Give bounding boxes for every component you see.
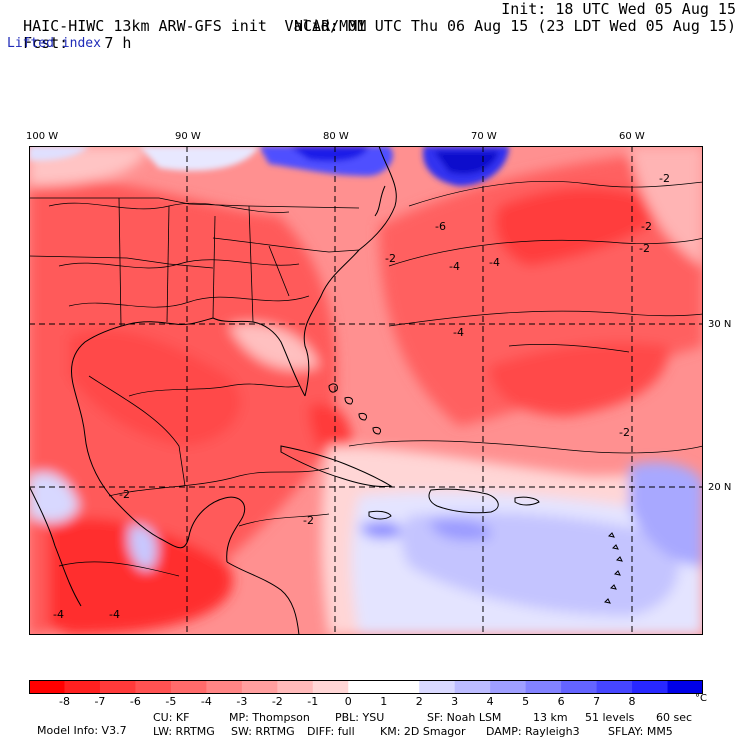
time-step: 60 sec <box>656 711 693 724</box>
pbl-scheme: PBL: YSU <box>335 711 385 724</box>
colorbar-tick-label: 8 <box>628 695 636 708</box>
sw-scheme: SW: RRTMG <box>231 725 295 738</box>
contour-label-group: -2 -4 -2 -4 -2 -2 -2 -4 -4 -2 -4 -6 -2 <box>53 172 670 621</box>
mp-scheme: MP: Thompson <box>229 711 310 724</box>
contour-label: -2 <box>641 220 652 233</box>
field-shading <box>29 146 703 635</box>
model-version: Model Info: V3.7 <box>37 724 127 737</box>
colorbar-tick-label: -1 <box>307 695 319 708</box>
colorbar-cell <box>525 680 562 694</box>
colorbar-cell <box>419 680 456 694</box>
contour-label: -2 <box>385 252 396 265</box>
grid-spacing: 13 km <box>533 711 568 724</box>
colorbar-cell <box>241 680 278 694</box>
contour-label: -2 <box>119 488 130 501</box>
colorbar-cell <box>206 680 243 694</box>
valid-time: Valid: 01 UTC Thu 06 Aug 15 (23 LDT Wed … <box>284 17 736 35</box>
contours <box>48 180 703 577</box>
colorbar-tick-label: -2 <box>271 695 283 708</box>
colorbar-frame <box>29 680 703 694</box>
vertical-levels: 51 levels <box>585 711 635 724</box>
colorbar-cell <box>29 680 65 694</box>
colorbar-tick-label: -4 <box>200 695 212 708</box>
colorbar-cell <box>454 680 491 694</box>
model-name: HAIC-HIWC 13km ARW-GFS init <box>23 17 267 35</box>
colorbar-cell <box>490 680 527 694</box>
colorbar-cell <box>99 680 136 694</box>
init-time: Init: 18 UTC Wed 05 Aug 15 <box>501 0 736 18</box>
forecast-hour: Fcst: 7 h <box>5 18 131 52</box>
positive-li-north <box>29 146 509 186</box>
colorbar-cell <box>596 680 633 694</box>
lon-label-80w: 80 W <box>323 131 349 142</box>
lw-scheme: LW: RRTMG <box>153 725 215 738</box>
colorbar-tick-label: 5 <box>522 695 530 708</box>
colorbar-tick-label: 7 <box>593 695 601 708</box>
colorbar-tick-label: 0 <box>344 695 352 708</box>
colorbar-cell <box>277 680 314 694</box>
colorbar-unit: °C <box>695 693 707 704</box>
lon-label-70w: 70 W <box>471 131 497 142</box>
sf-scheme: SF: Noah LSM <box>427 711 502 724</box>
colorbar-tick-label: 6 <box>557 695 565 708</box>
colorbar-tick-label: -5 <box>165 695 177 708</box>
lon-label-100w: 100 W <box>26 131 59 142</box>
lon-label-60w: 60 W <box>619 131 645 142</box>
colorbar-tick-label: 1 <box>380 695 388 708</box>
colorbar-cell <box>667 680 703 694</box>
model-title: HAIC-HIWC 13km ARW-GFS init NCAR/MMM <box>5 1 366 35</box>
colorbar-tick-label: -6 <box>129 695 141 708</box>
map-frame <box>29 146 703 635</box>
colorbar-cell <box>170 680 207 694</box>
contour-label: -2 <box>659 172 670 185</box>
colorbar-cell <box>135 680 172 694</box>
contour-label: -4 <box>53 608 64 621</box>
colorbar-tick-label: -3 <box>236 695 248 708</box>
contour-label: -4 <box>489 256 500 269</box>
colorbar-tick-label: 4 <box>486 695 494 708</box>
lifted-index-map: -2 -4 -2 -4 -2 -2 -2 -4 -4 -2 -4 -6 -2 <box>29 146 703 635</box>
colorbar-cell <box>632 680 669 694</box>
org-name: NCAR/MMM <box>294 17 367 35</box>
diff-scheme: DIFF: full <box>307 725 355 738</box>
coastlines <box>29 146 623 635</box>
damp-scheme: DAMP: Rayleigh3 <box>486 725 580 738</box>
graticule <box>29 146 703 635</box>
cu-scheme: CU: KF <box>153 711 190 724</box>
lon-label-90w: 90 W <box>175 131 201 142</box>
fcst-label: Fcst: <box>23 34 69 52</box>
km-scheme: KM: 2D Smagor <box>380 725 466 738</box>
colorbar-tick-label: 2 <box>415 695 423 708</box>
colorbar-cell <box>383 680 420 694</box>
colorbar-tick-label: 3 <box>451 695 459 708</box>
colorbar-cell <box>312 680 349 694</box>
contour-label: -2 <box>619 426 630 439</box>
model-info-line1: Model Info: V3.7 <box>30 711 127 737</box>
contour-label: -4 <box>109 608 120 621</box>
colorbar-cell <box>64 680 101 694</box>
lat-label-20n: 20 N <box>708 482 732 493</box>
contour-label: -4 <box>449 260 460 273</box>
lat-label-30n: 30 N <box>708 319 732 330</box>
colorbar <box>29 680 703 694</box>
contour-label: -4 <box>453 326 464 339</box>
contour-label: -6 <box>435 220 446 233</box>
colorbar-tick-label: -8 <box>58 695 70 708</box>
field-name: Lifted index <box>7 36 101 51</box>
fcst-value: 7 h <box>104 34 132 52</box>
contour-label: -2 <box>639 242 650 255</box>
colorbar-cells <box>29 680 703 694</box>
sflay-scheme: SFLAY: MM5 <box>608 725 673 738</box>
colorbar-tick-label: -7 <box>94 695 106 708</box>
colorbar-cell <box>348 680 385 694</box>
colorbar-cell <box>561 680 598 694</box>
contour-label: -2 <box>303 514 314 527</box>
